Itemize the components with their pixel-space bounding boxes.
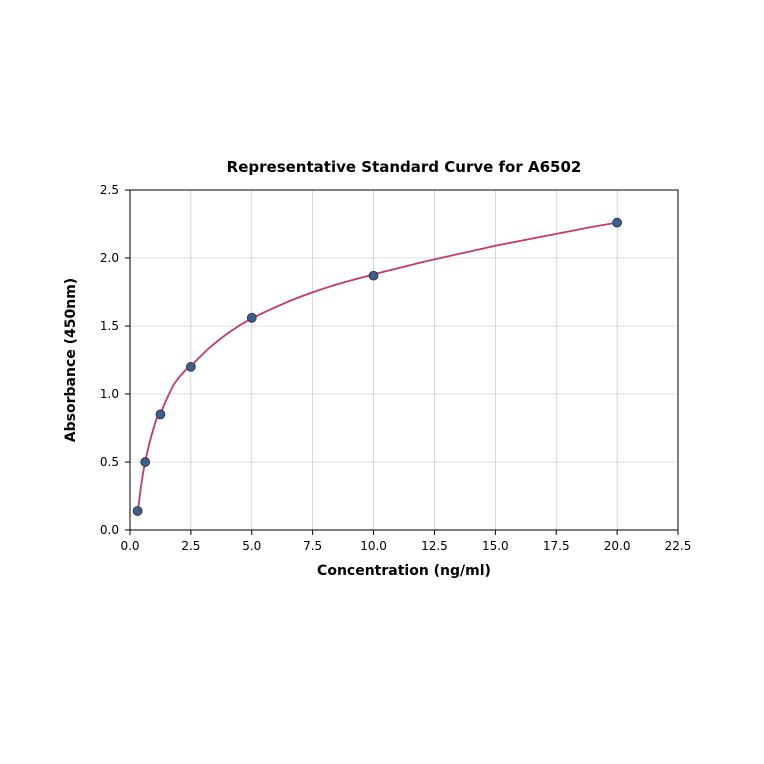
standard-curve-chart: 0.0 2.5 5.0 7.5 10.0 12.5 15.0 17.5 20.0 22.5 0.0 0…: [0, 0, 764, 764]
x-tick-label: 12.5: [421, 539, 448, 553]
y-tick-label: 0.0: [100, 523, 119, 537]
y-tick-label: 1.0: [100, 387, 119, 401]
y-tick-label: 2.0: [100, 251, 119, 265]
data-point: [247, 313, 256, 322]
y-tick-label: 1.5: [100, 319, 119, 333]
data-point: [141, 458, 150, 467]
x-tick-label: 22.5: [665, 539, 692, 553]
chart-title: Representative Standard Curve for A6502: [227, 158, 582, 176]
y-tick-label: 2.5: [100, 183, 119, 197]
y-axis-label: Absorbance (450nm): [63, 278, 79, 442]
data-point: [133, 506, 142, 515]
x-axis-label: Concentration (ng/ml): [317, 563, 491, 579]
data-point: [156, 410, 165, 419]
data-point: [369, 271, 378, 280]
x-tick-label: 20.0: [604, 539, 631, 553]
x-tick-label: 15.0: [482, 539, 509, 553]
x-tick-label: 5.0: [242, 539, 261, 553]
x-tick-label: 7.5: [303, 539, 322, 553]
x-tick-label: 17.5: [543, 539, 570, 553]
data-point: [613, 218, 622, 227]
data-point: [186, 362, 195, 371]
x-tick-label: 2.5: [181, 539, 200, 553]
chart-container: 0.0 2.5 5.0 7.5 10.0 12.5 15.0 17.5 20.0 22.5 0.0 0…: [0, 0, 764, 764]
chart-background: [0, 0, 764, 764]
x-tick-label: 0.0: [120, 539, 139, 553]
x-tick-label: 10.0: [360, 539, 387, 553]
y-tick-label: 0.5: [100, 455, 119, 469]
